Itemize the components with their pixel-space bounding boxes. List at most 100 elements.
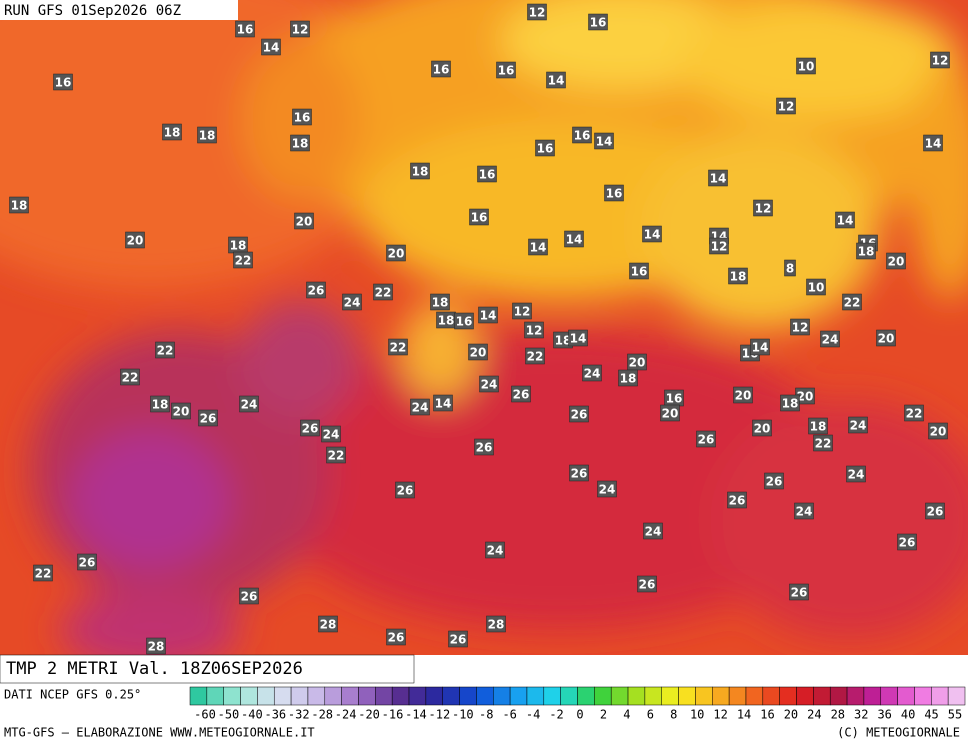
temperature-label: 22 bbox=[527, 350, 544, 364]
label-box bbox=[233, 251, 253, 269]
temperature-label: 22 bbox=[328, 449, 345, 463]
label-box bbox=[813, 434, 833, 452]
label-box bbox=[479, 375, 499, 393]
scale-swatch bbox=[610, 686, 629, 706]
temperature-label: 18 bbox=[230, 239, 247, 253]
label-box bbox=[511, 385, 531, 403]
label-box bbox=[796, 57, 816, 75]
label-box bbox=[856, 242, 876, 260]
temperature-label: 20 bbox=[754, 422, 771, 436]
temperature-label: 14 bbox=[752, 341, 769, 355]
label-box bbox=[120, 368, 140, 386]
label-box bbox=[569, 464, 589, 482]
scale-swatch bbox=[526, 686, 545, 706]
scale-swatch bbox=[459, 686, 477, 706]
header-box bbox=[0, 0, 238, 20]
temperature-label: 28 bbox=[320, 618, 337, 632]
temperature-label: 22 bbox=[122, 371, 139, 385]
temperature-label: 16 bbox=[590, 16, 607, 30]
temperature-label: 26 bbox=[200, 412, 217, 426]
scale-swatch bbox=[240, 686, 258, 706]
label-box bbox=[53, 73, 73, 91]
temperature-label: 18 bbox=[555, 334, 572, 348]
temperature-label: 12 bbox=[514, 305, 531, 319]
temperature-label: 26 bbox=[899, 536, 916, 550]
temperature-label: 14 bbox=[925, 137, 942, 151]
temperature-label: 22 bbox=[235, 254, 252, 268]
label-box bbox=[727, 491, 747, 509]
map-title: TMP 2 METRI Val. 18Z06SEP2026 bbox=[6, 659, 303, 679]
label-box bbox=[629, 262, 649, 280]
temperature-label: 26 bbox=[639, 578, 656, 592]
scale-swatch bbox=[189, 686, 208, 706]
temperature-label: 24 bbox=[412, 401, 429, 415]
scale-swatch bbox=[408, 686, 427, 706]
temperature-label: 28 bbox=[148, 640, 165, 654]
label-box bbox=[524, 321, 544, 339]
scale-label: 4 bbox=[623, 708, 630, 722]
scale-label: -2 bbox=[549, 708, 563, 722]
temperature-label: 20 bbox=[930, 425, 947, 439]
label-box bbox=[448, 630, 468, 648]
label-box bbox=[326, 446, 346, 464]
label-box bbox=[618, 369, 638, 387]
temperature-label: 24 bbox=[796, 505, 813, 519]
scale-label: 40 bbox=[901, 708, 915, 722]
label-box bbox=[806, 278, 826, 296]
label-box bbox=[77, 553, 97, 571]
temperature-label: 12 bbox=[526, 324, 543, 338]
scale-label: 55 bbox=[948, 708, 962, 722]
scale-label: -14 bbox=[405, 708, 427, 722]
temperature-label: 24 bbox=[645, 525, 662, 539]
label-box bbox=[752, 419, 772, 437]
label-box bbox=[568, 329, 588, 347]
label-box bbox=[808, 417, 828, 435]
temperature-label: 16 bbox=[479, 168, 496, 182]
label-box bbox=[198, 409, 218, 427]
scale-label: -40 bbox=[241, 708, 263, 722]
scale-label: -28 bbox=[311, 708, 333, 722]
label-box bbox=[373, 283, 393, 301]
scale-label: 10 bbox=[690, 708, 704, 722]
label-box bbox=[784, 259, 796, 277]
scale-swatch bbox=[661, 686, 679, 706]
label-box bbox=[642, 225, 662, 243]
scale-swatch bbox=[897, 686, 915, 706]
temperature-label: 16 bbox=[237, 23, 254, 37]
label-box bbox=[386, 628, 406, 646]
scale-swatch bbox=[273, 686, 292, 706]
label-box bbox=[292, 108, 312, 126]
label-box bbox=[294, 212, 314, 230]
scale-swatch bbox=[712, 686, 730, 706]
label-box bbox=[474, 438, 494, 456]
label-box bbox=[928, 422, 948, 440]
label-box bbox=[410, 398, 430, 416]
label-box bbox=[546, 71, 566, 89]
label-box bbox=[485, 541, 505, 559]
copyright: (C) METEOGIORNALE bbox=[837, 726, 960, 740]
label-box bbox=[386, 244, 406, 262]
temperature-label: 22 bbox=[35, 567, 52, 581]
scale-label: 24 bbox=[807, 708, 821, 722]
temperature-label: 16 bbox=[606, 187, 623, 201]
scale-swatch bbox=[762, 686, 780, 706]
temperature-label: 16 bbox=[433, 63, 450, 77]
scale-label: 2 bbox=[600, 708, 607, 722]
label-box bbox=[776, 97, 796, 115]
temperature-label: 8 bbox=[786, 262, 794, 276]
temperature-label: 20 bbox=[470, 346, 487, 360]
scale-label: 36 bbox=[877, 708, 891, 722]
temperature-label: 14 bbox=[566, 233, 583, 247]
scale-swatch bbox=[257, 686, 275, 706]
scale-swatch bbox=[779, 686, 797, 706]
temperature-label: 22 bbox=[375, 286, 392, 300]
data-source: DATI NCEP GFS 0.25° bbox=[4, 688, 141, 702]
temperature-label: 16 bbox=[666, 392, 683, 406]
scale-label: 32 bbox=[854, 708, 868, 722]
label-box bbox=[535, 139, 555, 157]
scale-swatch bbox=[931, 686, 949, 706]
scale-swatch bbox=[391, 686, 410, 706]
temperature-label: 24 bbox=[822, 333, 839, 347]
scale-label: -10 bbox=[452, 708, 474, 722]
title-box bbox=[0, 654, 415, 684]
